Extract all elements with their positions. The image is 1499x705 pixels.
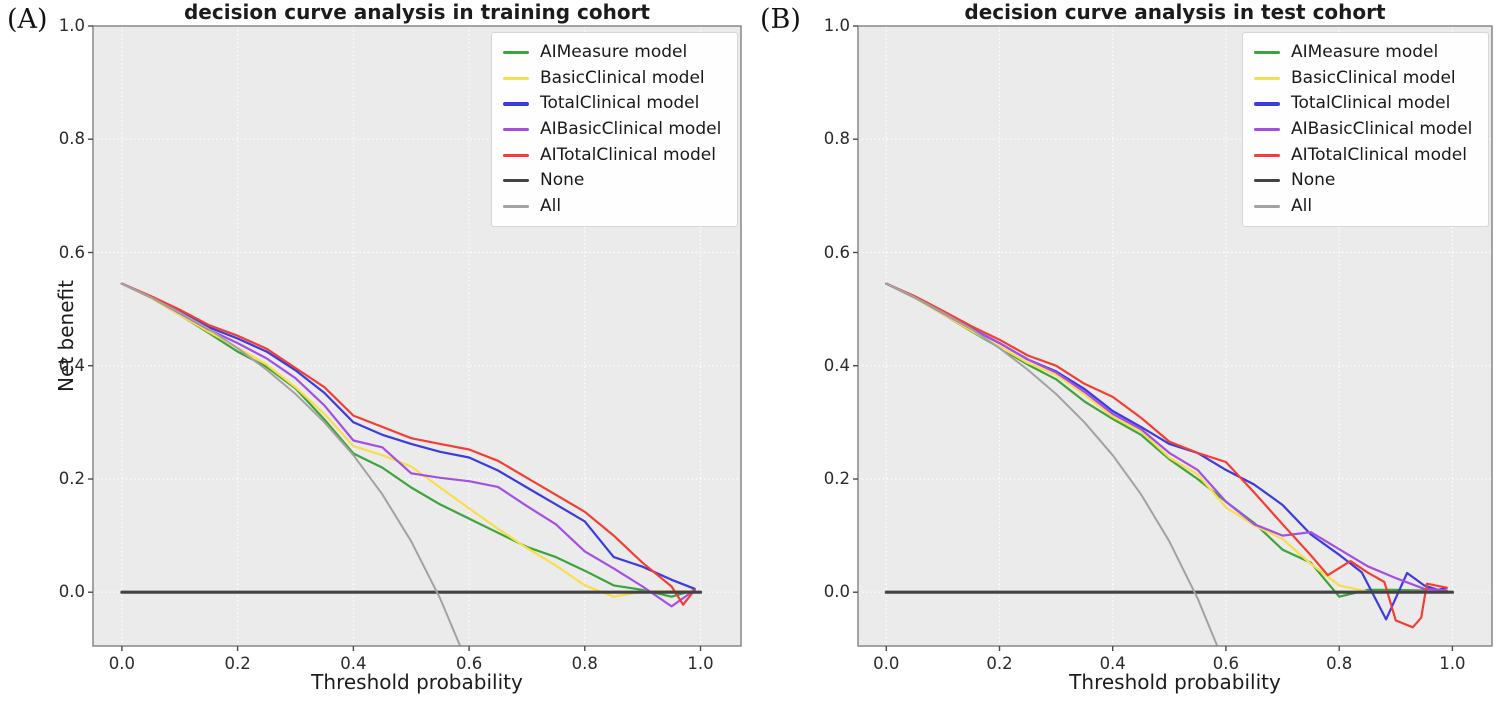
plot-spine bbox=[857, 25, 1493, 647]
y-tick-label: 0.2 bbox=[823, 468, 850, 488]
legend-label: AITotalClinical model bbox=[540, 144, 716, 165]
y-axis-label-training: Net benefit bbox=[54, 280, 78, 392]
curve-aitotalclinical-model bbox=[885, 282, 1448, 629]
x-tick-label: 0.4 bbox=[1099, 654, 1126, 673]
curve-aimeasure-model bbox=[120, 282, 696, 598]
legend-label: All bbox=[540, 195, 562, 216]
curve-aibasicclinical-model bbox=[885, 282, 1448, 592]
legend-line-swatch bbox=[503, 127, 529, 132]
y-tick-label: 0.2 bbox=[58, 468, 85, 488]
legend-item: AITotalClinical model bbox=[503, 142, 729, 168]
x-tick-label: 0.6 bbox=[455, 654, 483, 673]
x-tick-label: 1.0 bbox=[1439, 654, 1466, 673]
legend-line-swatch bbox=[1254, 76, 1280, 80]
legend-label: TotalClinical model bbox=[1291, 93, 1451, 114]
y-tick-label: 0.6 bbox=[823, 242, 850, 262]
legend-line-swatch bbox=[503, 179, 529, 183]
x-tick-label: 0.6 bbox=[1212, 654, 1240, 673]
curve-aibasicclinical-model bbox=[120, 282, 696, 608]
legend-label: AIMeasure model bbox=[540, 42, 688, 63]
legend-training: AIMeasure model BasicClinical model TotalC… bbox=[491, 32, 738, 228]
chart-title-training: decision curve analysis in training coho… bbox=[183, 0, 650, 24]
legend-item: BasicClinical model bbox=[503, 66, 729, 92]
legend-label: AIBasicClinical model bbox=[1291, 119, 1473, 140]
legend-test: AIMeasure model BasicClinical model TotalC… bbox=[1242, 32, 1489, 228]
legend-line-swatch bbox=[503, 153, 529, 157]
y-tick-label: 1.0 bbox=[823, 15, 850, 35]
x-tick-label: 0.8 bbox=[571, 654, 598, 673]
x-tick-label: 0.4 bbox=[340, 654, 367, 673]
curve-all bbox=[120, 282, 462, 646]
x-tick-label: 1.0 bbox=[687, 654, 714, 673]
legend-label: None bbox=[1291, 170, 1336, 191]
legend-line-swatch bbox=[1254, 179, 1280, 183]
legend-label: AIBasicClinical model bbox=[540, 119, 722, 140]
panel-label-b: (B) bbox=[760, 4, 801, 35]
x-axis-label-test: Threshold probability bbox=[1069, 670, 1281, 694]
panel-label-a: (A) bbox=[7, 4, 48, 35]
legend-line-swatch bbox=[503, 102, 529, 106]
x-tick-label: 0.8 bbox=[1326, 654, 1353, 673]
legend-line-swatch bbox=[503, 76, 529, 80]
x-tick-label: 0.0 bbox=[873, 654, 900, 673]
legend-line-swatch bbox=[1254, 127, 1280, 132]
y-tick-label: 0.8 bbox=[58, 128, 85, 148]
legend-item: TotalClinical model bbox=[503, 91, 729, 117]
legend-label: AIMeasure model bbox=[1291, 42, 1439, 63]
legend-line-swatch bbox=[503, 51, 529, 55]
legend-label: AITotalClinical model bbox=[1291, 144, 1467, 165]
legend-item: All bbox=[503, 194, 729, 220]
series-group bbox=[884, 282, 1455, 646]
legend-label: All bbox=[1291, 195, 1313, 216]
legend-item: BasicClinical model bbox=[1254, 66, 1480, 92]
legend-line-swatch bbox=[1254, 51, 1280, 55]
y-tick-label: 0.0 bbox=[58, 581, 85, 601]
legend-item: AIBasicClinical model bbox=[503, 117, 729, 143]
plot-spine bbox=[92, 25, 742, 647]
x-axis-label-training: Threshold probability bbox=[311, 670, 523, 694]
legend-item: TotalClinical model bbox=[1254, 91, 1480, 117]
legend-label: BasicClinical model bbox=[540, 67, 705, 88]
legend-label: TotalClinical model bbox=[540, 93, 700, 114]
legend-item: AIBasicClinical model bbox=[1254, 117, 1480, 143]
legend-item: None bbox=[503, 168, 729, 194]
legend-label: None bbox=[540, 170, 585, 191]
curve-totalclinical-model bbox=[120, 282, 696, 590]
legend-label: BasicClinical model bbox=[1291, 67, 1456, 88]
x-tick-label: 0.2 bbox=[986, 654, 1013, 673]
x-tick-label: 0.2 bbox=[224, 654, 251, 673]
chart-title-test: decision curve analysis in test cohort bbox=[964, 0, 1386, 24]
legend-item: AITotalClinical model bbox=[1254, 142, 1480, 168]
legend-line-swatch bbox=[1254, 102, 1280, 106]
legend-item: AIMeasure model bbox=[503, 40, 729, 66]
y-tick-label: 0.0 bbox=[823, 581, 850, 601]
y-tick-label: 0.4 bbox=[823, 355, 850, 375]
curve-all bbox=[885, 282, 1219, 646]
y-tick-label: 1.0 bbox=[58, 15, 85, 35]
x-tick-label: 0.0 bbox=[108, 654, 136, 673]
legend-line-swatch bbox=[1254, 153, 1280, 157]
y-tick-label: 0.6 bbox=[58, 242, 85, 262]
curve-aitotalclinical-model bbox=[120, 282, 696, 606]
legend-line-swatch bbox=[1254, 204, 1280, 208]
legend-line-swatch bbox=[503, 204, 529, 208]
y-tick-label: 0.8 bbox=[823, 128, 850, 148]
legend-item: AIMeasure model bbox=[1254, 40, 1480, 66]
y-tick-label: 0.4 bbox=[58, 355, 85, 375]
series-group bbox=[120, 282, 703, 646]
legend-item: All bbox=[1254, 194, 1480, 220]
legend-item: None bbox=[1254, 168, 1480, 194]
